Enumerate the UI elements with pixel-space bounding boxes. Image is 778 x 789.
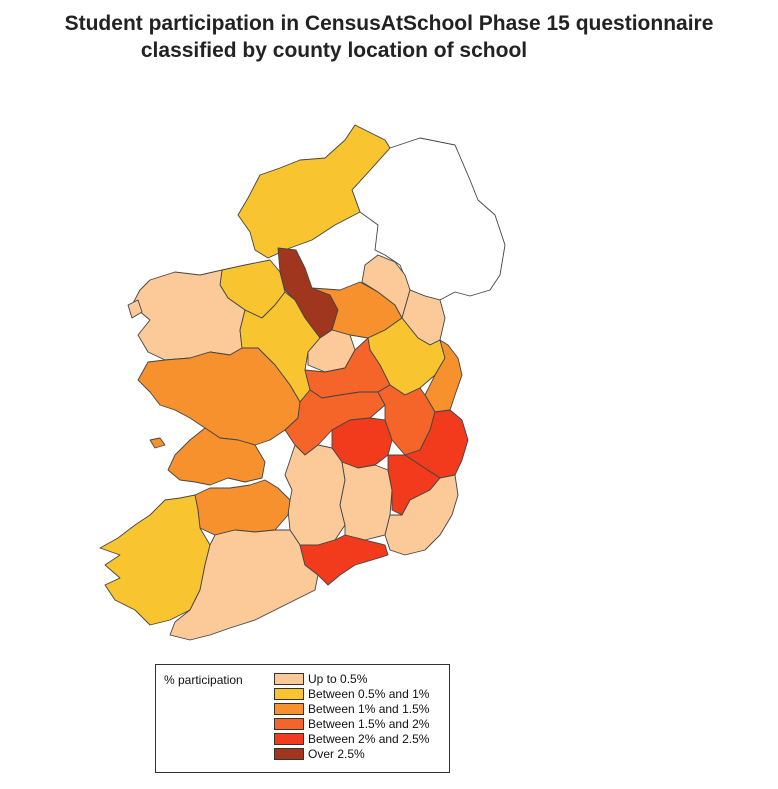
county-kerry	[99, 494, 211, 626]
county-kilkenny	[339, 461, 393, 541]
legend-label: Between 2% and 2.5%	[308, 731, 430, 746]
title-line-2: classified by county location of school	[140, 39, 528, 62]
county-wexford	[384, 474, 459, 556]
county-northern-ireland	[351, 137, 506, 301]
legend-item: Up to 0.5%	[274, 671, 429, 686]
map-title: Student participation in CensusAtSchool …	[0, 10, 778, 64]
legend-swatch	[274, 717, 304, 730]
legend-swatch	[274, 672, 304, 685]
legend-swatch	[274, 747, 304, 760]
legend-label: Over 2.5%	[308, 746, 365, 761]
legend-items: Up to 0.5% Between 0.5% and 1% Between 1…	[274, 671, 429, 761]
legend-swatch	[274, 702, 304, 715]
legend-swatch	[274, 732, 304, 745]
legend-item: Between 1% and 1.5%	[274, 701, 429, 716]
title-line-1: Student participation in CensusAtSchool …	[64, 12, 714, 35]
legend-label: Between 1% and 1.5%	[308, 701, 430, 716]
county-waterford	[299, 534, 389, 586]
county-island-aran	[149, 437, 166, 449]
county-tipperary	[284, 444, 346, 546]
legend-label: Between 1.5% and 2%	[308, 716, 430, 731]
county-donegal	[237, 124, 391, 259]
legend-title: % participation	[164, 673, 243, 687]
county-limerick	[194, 479, 291, 536]
legend-item: Between 0.5% and 1%	[274, 686, 429, 701]
map-legend: % participation Up to 0.5% Between 0.5% …	[155, 664, 450, 773]
legend-label: Between 0.5% and 1%	[308, 686, 430, 701]
county-clare	[167, 427, 266, 486]
legend-item: Between 1.5% and 2%	[274, 716, 429, 731]
legend-item: Over 2.5%	[274, 746, 429, 761]
legend-item: Between 2% and 2.5%	[274, 731, 429, 746]
legend-label: Up to 0.5%	[308, 671, 368, 686]
county-cork	[169, 529, 319, 641]
county-island-achill	[127, 299, 143, 319]
legend-swatch	[274, 687, 304, 700]
